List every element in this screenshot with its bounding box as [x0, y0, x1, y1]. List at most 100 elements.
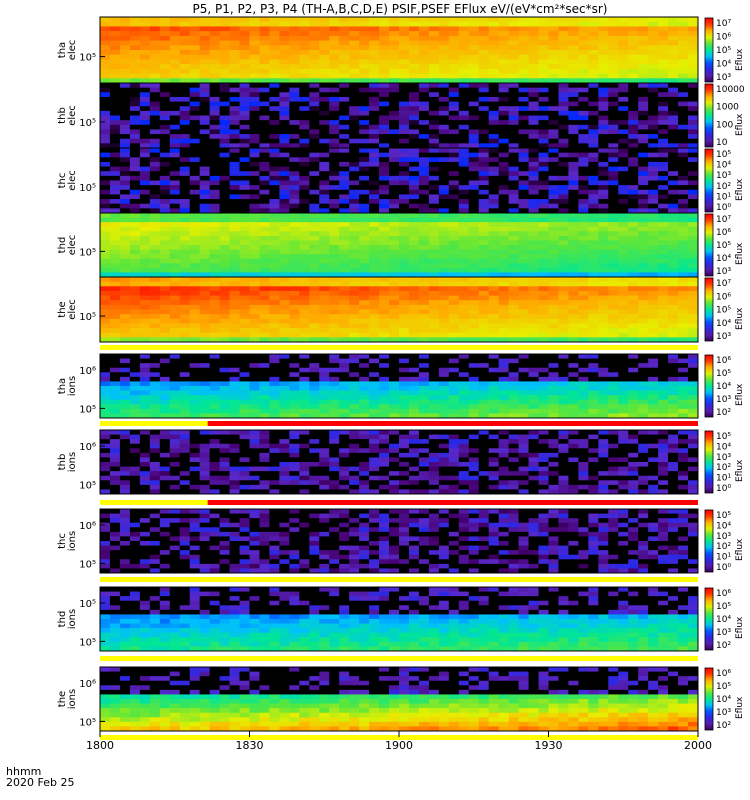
mode-bar-segment — [207, 421, 698, 426]
heatmap-cells — [100, 354, 698, 418]
time-unit-label: hhmm — [6, 765, 41, 778]
x-tick-label: 1800 — [86, 739, 114, 752]
colorbar-tick-label: 10² — [716, 182, 731, 192]
colorbar-tick-label: 10⁴ — [716, 319, 731, 329]
y-tick-label: 10⁶ — [79, 442, 96, 453]
colorbar-tick-label: 10 — [716, 138, 728, 148]
heatmap-cells — [100, 213, 698, 277]
y-tick-label: 10⁵ — [79, 717, 96, 728]
colorbar-tick-label: 10⁴ — [716, 442, 731, 452]
figure-title: P5, P1, P2, P3, P4 (TH-A,B,C,D,E) PSIF,P… — [193, 2, 608, 16]
mode-bar-segment — [100, 421, 208, 426]
panel-label-probe: tha — [57, 378, 68, 394]
colorbar-tick-label: 10³ — [716, 453, 731, 463]
colorbar: 10 100 1000 10000 Eflux — [704, 83, 745, 148]
panel-label-species: elec — [67, 235, 78, 256]
colorbar-tick-label: 10⁷ — [716, 279, 731, 289]
heatmap-cells — [100, 587, 698, 651]
colorbar-scale — [704, 354, 714, 418]
colorbar-title: Eflux — [735, 242, 745, 265]
colorbar: 10³ 10⁴ 10⁵ 10⁶ 10⁷ Eflux — [704, 213, 745, 277]
colorbar-scale — [704, 213, 714, 277]
x-tick-label: 1900 — [385, 739, 413, 752]
panel-label-probe: the — [57, 691, 68, 707]
y-tick-label: 10⁵ — [79, 404, 96, 415]
colorbar-tick-label: 10⁴ — [716, 695, 731, 705]
colorbar-tick-label: 10⁶ — [716, 228, 731, 238]
colorbar-tick-label: 10¹ — [716, 553, 731, 563]
panel-frame — [99, 508, 699, 574]
heatmap-cells — [100, 148, 698, 213]
panel-label-species: elec — [67, 299, 78, 320]
mode-bar-segment — [100, 735, 698, 740]
colorbar-tick-label: 10⁵ — [716, 46, 731, 56]
colorbar-tick-label: 10⁵ — [716, 150, 731, 160]
heatmap-cells — [100, 83, 698, 148]
colorbar-tick-label: 10⁴ — [716, 254, 731, 264]
panel-frame — [99, 429, 699, 495]
y-tick-label: 10⁶ — [79, 366, 96, 377]
colorbar-tick-label: 10⁵ — [716, 432, 731, 442]
mode-bar-segment — [100, 656, 698, 661]
colorbar-title: Eflux — [735, 383, 745, 406]
panel-thb-elec: thbelec 10⁵ 10 100 1000 10000 Eflux — [57, 82, 745, 149]
time-axis: 1800 1830 1900 1930 2000 — [86, 731, 712, 752]
y-tick-label: 10⁵ — [79, 637, 96, 648]
colorbar-tick-label: 10² — [716, 641, 731, 651]
colorbar-tick-label: 10⁶ — [716, 669, 731, 679]
colorbar-scale — [704, 83, 714, 148]
colorbar-tick-label: 10¹ — [716, 474, 731, 484]
x-tick-label: 2000 — [684, 739, 712, 752]
colorbar-tick-label: 10⁶ — [716, 292, 731, 302]
colorbar-tick-label: 10⁷ — [716, 215, 731, 225]
colorbar-tick-label: 10⁴ — [716, 161, 731, 171]
colorbar-title: Eflux — [735, 459, 745, 482]
colorbar-tick-label: 10⁷ — [716, 19, 731, 29]
panel-label-species: ions — [67, 376, 78, 396]
mode-bar — [100, 735, 698, 740]
panel-label: thdelec — [57, 235, 78, 256]
colorbar-tick-label: 10⁵ — [716, 511, 731, 521]
mode-bar — [100, 500, 698, 505]
colorbar-tick-label: 10⁰ — [716, 484, 731, 494]
colorbar-tick-label: 10⁴ — [716, 521, 731, 531]
colorbar-tick-label: 10⁴ — [716, 382, 731, 392]
mode-bar — [100, 577, 698, 582]
mode-bar-segment — [100, 345, 698, 350]
colorbar-tick-label: 10000 — [716, 85, 745, 95]
heatmap-cells — [100, 277, 698, 342]
colorbar-tick-label: 10⁰ — [716, 203, 731, 213]
mode-bar — [100, 345, 698, 350]
colorbar: 10² 10³ 10⁴ 10⁵ 10⁶ Eflux — [704, 354, 745, 418]
colorbar: 10² 10³ 10⁴ 10⁵ 10⁶ Eflux — [704, 587, 745, 651]
mode-bar — [100, 421, 698, 426]
colorbar-scale — [704, 148, 714, 213]
heatmap-cells — [100, 509, 698, 573]
colorbar-tick-label: 10³ — [716, 73, 731, 83]
colorbar-tick-label: 10³ — [716, 332, 731, 342]
panel-label-probe: thd — [57, 237, 68, 254]
panel-label-species: ions — [67, 531, 78, 551]
y-tick-label: 10⁵ — [79, 559, 96, 570]
colorbar-scale — [704, 667, 714, 731]
colorbar-tick-label: 10³ — [716, 171, 731, 181]
colorbar: 10² 10³ 10⁴ 10⁵ 10⁶ Eflux — [704, 667, 745, 731]
mode-bars — [100, 345, 698, 740]
panel-label-probe: thb — [57, 454, 68, 471]
panel-frame — [99, 353, 699, 419]
colorbar-tick-label: 10³ — [716, 532, 731, 542]
panel-label-species: elec — [67, 170, 78, 191]
mode-bar-segment — [100, 577, 698, 582]
x-tick-label: 1930 — [535, 739, 563, 752]
y-tick-label: 10⁶ — [79, 679, 96, 690]
panel-label-probe: thc — [57, 533, 68, 549]
colorbar: 10³ 10⁴ 10⁵ 10⁶ 10⁷ Eflux — [704, 277, 745, 342]
